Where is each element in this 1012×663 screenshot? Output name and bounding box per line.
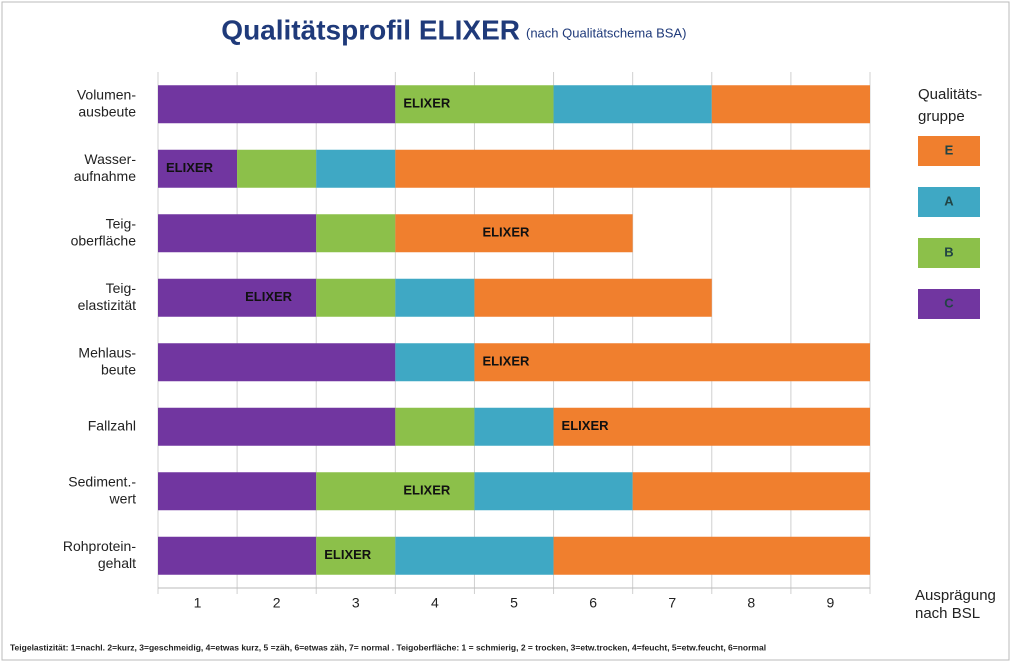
footnote: Teigelastizität: 1=nachl. 2=kurz, 3=gesc… <box>10 642 766 652</box>
x-tick-label: 4 <box>431 595 439 611</box>
bar-segment <box>474 343 870 382</box>
bar-segment <box>316 472 475 511</box>
legend-title: Qualitäts- <box>918 86 982 103</box>
bar-segment <box>711 85 870 124</box>
category-label: Rohprotein- <box>63 538 136 554</box>
bar-segment <box>158 149 238 188</box>
elixer-marker: ELIXER <box>245 289 293 304</box>
chart-subtitle: (nach Qualitätschema BSA) <box>526 25 686 40</box>
elixer-marker: ELIXER <box>482 354 530 369</box>
legend-label: E <box>945 142 954 157</box>
category-label: elastizität <box>78 297 136 313</box>
bar-segment <box>158 85 396 124</box>
bar-segment <box>395 149 870 188</box>
legend-label: C <box>944 295 954 310</box>
legend-swatch <box>918 289 980 319</box>
bar-segment <box>395 85 554 124</box>
bar-segment <box>158 343 396 382</box>
x-tick-label: 2 <box>273 595 281 611</box>
bar-segment <box>474 407 554 446</box>
category-label: Volumen- <box>77 86 136 102</box>
x-axis-label: nach BSL <box>915 605 980 622</box>
x-tick-label: 8 <box>747 595 755 611</box>
category-label: Mehlaus- <box>78 344 136 360</box>
legend-swatch <box>918 136 980 166</box>
bar-segment <box>395 214 633 253</box>
bar-segment <box>395 343 475 382</box>
category-label: beute <box>101 361 136 377</box>
bar-segment <box>553 536 870 575</box>
bar-segment <box>158 472 317 511</box>
bar-segment <box>632 472 870 511</box>
legend-label: A <box>944 193 954 208</box>
legend-swatch <box>918 238 980 268</box>
elixer-marker: ELIXER <box>562 418 610 433</box>
bar-segment <box>158 278 317 317</box>
elixer-marker: ELIXER <box>324 547 372 562</box>
category-label: oberfläche <box>71 232 137 248</box>
category-label: Wasser- <box>84 151 136 167</box>
bar-segment <box>316 214 396 253</box>
category-label: Teig- <box>106 215 137 231</box>
x-tick-label: 5 <box>510 595 518 611</box>
bar-segment <box>553 85 712 124</box>
bar-segment <box>316 536 396 575</box>
elixer-marker: ELIXER <box>166 160 214 175</box>
legend-title: gruppe <box>918 108 965 125</box>
bar-segment <box>316 149 396 188</box>
category-label: gehalt <box>98 555 136 571</box>
bar-segment <box>553 407 870 446</box>
elixer-marker: ELIXER <box>482 225 530 240</box>
x-tick-label: 7 <box>668 595 676 611</box>
bar-segment <box>158 407 396 446</box>
x-tick-label: 6 <box>589 595 597 611</box>
x-tick-label: 9 <box>827 595 835 611</box>
elixer-marker: ELIXER <box>403 483 451 498</box>
x-axis-label: Ausprägung <box>915 587 996 604</box>
elixer-marker: ELIXER <box>403 96 451 111</box>
category-label: wert <box>109 490 137 506</box>
legend-label: B <box>944 244 953 259</box>
bar-segment <box>395 407 475 446</box>
bar-segment <box>395 536 554 575</box>
category-label: ausbeute <box>78 103 136 119</box>
bar-segment <box>158 214 317 253</box>
category-label: aufnahme <box>74 168 136 184</box>
chart-title: Qualitätsprofil ELIXER <box>221 14 520 45</box>
x-tick-label: 1 <box>194 595 202 611</box>
bar-segment <box>395 278 475 317</box>
bar-segment <box>474 278 712 317</box>
bar-segment <box>237 149 317 188</box>
legend-swatch <box>918 187 980 217</box>
category-label: Sediment.- <box>68 473 136 489</box>
bar-segment <box>316 278 396 317</box>
bar-segment <box>474 472 633 511</box>
bar-segment <box>158 536 317 575</box>
category-label: Fallzahl <box>88 417 136 433</box>
category-label: Teig- <box>106 280 137 296</box>
x-tick-label: 3 <box>352 595 360 611</box>
